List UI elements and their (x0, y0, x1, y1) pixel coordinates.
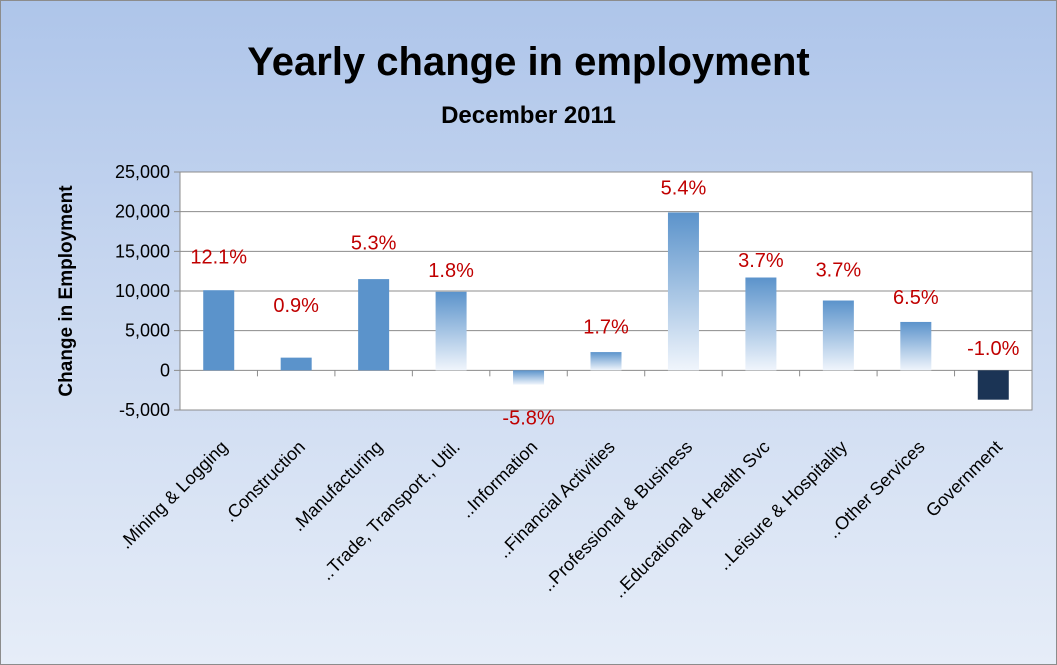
bar (745, 277, 777, 371)
data-label: -1.0% (967, 338, 1019, 360)
y-tick-label: 20,000 (115, 202, 170, 222)
x-tick-label: ..Leisure & Hospitality (714, 437, 851, 574)
x-tick-label: .Mining & Logging (116, 437, 232, 553)
data-label: 1.7% (583, 316, 629, 338)
data-label: 5.4% (661, 178, 707, 200)
data-labels: 12.1% 0.9% 5.3% 1.8% -5.8% 1.7% 5.4% 3.7% 3.7% 6.… (190, 178, 1019, 430)
data-label: -5.8% (502, 408, 554, 430)
bar (667, 212, 699, 371)
x-tick-label: ..Educational & Health Svc (609, 437, 774, 602)
data-label: 0.9% (273, 295, 319, 317)
data-label: 5.3% (351, 232, 397, 254)
chart-subtitle: December 2011 (441, 102, 616, 129)
x-tick-label: ..Professional & Business (538, 437, 696, 595)
data-label: 3.7% (816, 259, 862, 281)
bar (590, 352, 622, 371)
y-tick-label: 5,000 (125, 321, 170, 341)
data-label: 6.5% (893, 287, 939, 309)
data-label: 12.1% (190, 247, 247, 269)
bar (513, 370, 545, 385)
bar (358, 279, 390, 371)
bar-layer (203, 212, 1009, 400)
data-label: 3.7% (738, 250, 784, 272)
y-tick-labels: 25,000 20,000 15,000 10,000 5,000 0 -5,000 (115, 162, 170, 420)
x-tick-label: Government (922, 437, 1006, 521)
x-tick-labels: .Mining & Logging.Construction.Manufactu… (116, 437, 1007, 602)
y-tick-label: 25,000 (115, 162, 170, 182)
bar (822, 300, 854, 371)
y-tick-label: 0 (160, 360, 170, 380)
x-tick-label: ..Information (456, 437, 541, 522)
bar (203, 290, 235, 371)
x-tick-label: ..Trade, Transport., Util. (317, 437, 464, 584)
data-label: 1.8% (428, 260, 474, 282)
bar (280, 357, 312, 371)
y-tick-label: -5,000 (119, 400, 170, 420)
y-tick-label: 15,000 (115, 241, 170, 261)
bar (435, 291, 467, 371)
y-tick-label: 10,000 (115, 281, 170, 301)
y-axis-label: Change in Employment (56, 185, 77, 397)
bar (977, 370, 1009, 400)
bar (900, 321, 932, 371)
chart-title: Yearly change in employment (247, 40, 810, 84)
